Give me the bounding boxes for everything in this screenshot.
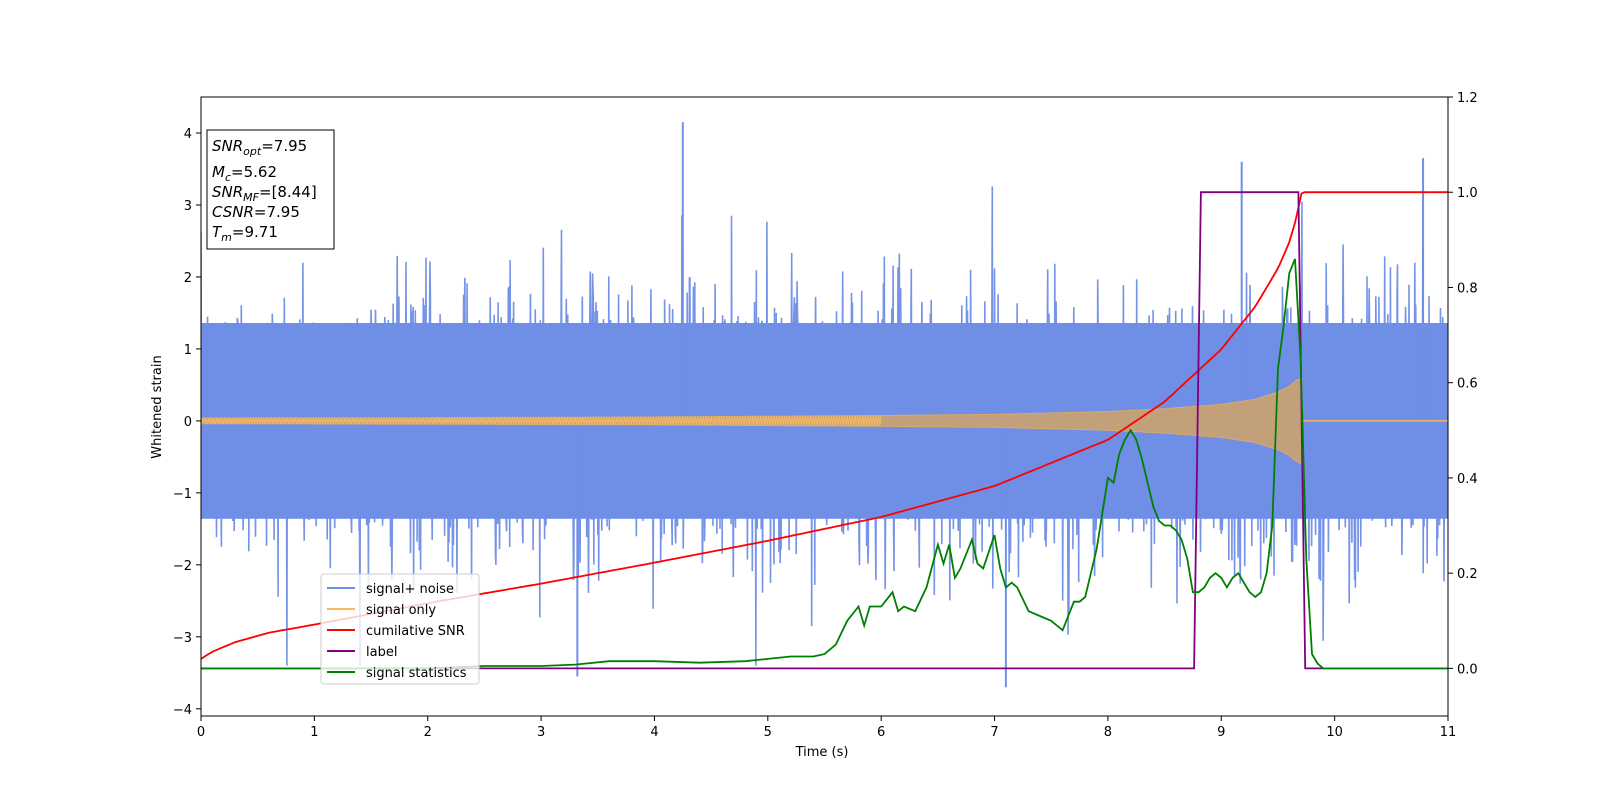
- y-tick-label: 4: [184, 127, 192, 142]
- legend-label: signal+ noise: [366, 582, 454, 597]
- x-axis-label: Time (s): [795, 745, 849, 760]
- axes: 0 1 2 3 4 5 6 7 8 9 10 1143210−1−2−3−41.21.00.80.60…: [173, 91, 1478, 740]
- legend-label: signal only: [366, 603, 436, 618]
- y2-tick-label: 0.6: [1457, 377, 1478, 392]
- x-tick-label: 1: [310, 725, 318, 740]
- x-tick-label: 7: [990, 725, 998, 740]
- legend-label: signal statistics: [366, 666, 467, 681]
- y-tick-label: −2: [173, 559, 192, 574]
- y-tick-label: −4: [173, 703, 192, 718]
- x-tick-label: 6: [877, 725, 885, 740]
- y-tick-label: −1: [173, 487, 192, 502]
- x-tick-label: 3: [537, 725, 545, 740]
- y2-tick-label: 0.2: [1457, 567, 1478, 582]
- x-tick-label: 8: [1104, 725, 1112, 740]
- x-tick-label: 0: [197, 725, 205, 740]
- stats-line: Tm=9.71: [212, 223, 278, 244]
- legend-frame: [320, 573, 480, 685]
- y2-tick-label: 0.8: [1457, 281, 1478, 296]
- stats-line: SNRopt=7.95: [212, 137, 307, 158]
- y2-tick-label: 0.0: [1457, 662, 1478, 677]
- legend-label: cumilative SNR: [366, 624, 465, 639]
- x-tick-label: 2: [424, 725, 432, 740]
- y-tick-label: −3: [173, 631, 192, 646]
- signal-only-oscillation: [201, 415, 882, 427]
- y-axis-label: Whitened strain: [150, 355, 165, 458]
- stats-line: SNRMF=[8.44]: [212, 183, 317, 204]
- y2-tick-label: 1.2: [1457, 91, 1478, 106]
- y2-tick-label: 1.0: [1457, 186, 1478, 201]
- y-tick-label: 0: [184, 415, 192, 430]
- x-tick-label: 4: [650, 725, 658, 740]
- stats-line: Mc=5.62: [212, 163, 277, 184]
- y-tick-label: 3: [184, 199, 192, 214]
- x-tick-label: 11: [1440, 725, 1457, 740]
- stats-box-frame: [206, 129, 335, 250]
- y-tick-label: 2: [184, 271, 192, 286]
- plot-frame: [200, 96, 1449, 717]
- x-tick-label: 10: [1326, 725, 1343, 740]
- x-tick-label: 9: [1217, 725, 1225, 740]
- signal-statistics-line: [201, 258, 1448, 670]
- x-tick-label: 5: [764, 725, 772, 740]
- y2-tick-label: 0.4: [1457, 472, 1478, 487]
- legend-label: label: [366, 645, 397, 660]
- y-tick-label: 1: [184, 343, 192, 358]
- legend: signal+ noise signal only cumilative SNR la…: [320, 573, 480, 685]
- stats-line: CSNR=7.95: [212, 203, 300, 221]
